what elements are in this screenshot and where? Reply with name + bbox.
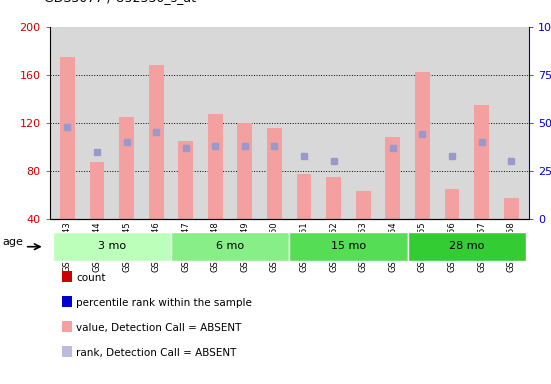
Text: age: age [2, 237, 23, 247]
Text: 3 mo: 3 mo [98, 241, 126, 251]
Bar [89, 162, 104, 219]
Bar [62, 271, 72, 282]
Bar [119, 117, 134, 219]
Text: 6 mo: 6 mo [216, 241, 244, 251]
Bar [60, 57, 75, 219]
Bar [52, 232, 171, 262]
Bar [208, 114, 223, 219]
Bar [149, 65, 164, 219]
Text: value, Detection Call = ABSENT: value, Detection Call = ABSENT [76, 323, 241, 333]
Bar [171, 232, 289, 262]
Bar [237, 123, 252, 219]
Bar [474, 105, 489, 219]
Bar [179, 141, 193, 219]
Bar [415, 73, 430, 219]
Text: percentile rank within the sample: percentile rank within the sample [76, 298, 252, 308]
Bar [445, 189, 460, 219]
Text: rank, Detection Call = ABSENT: rank, Detection Call = ABSENT [76, 348, 236, 358]
Bar [386, 137, 400, 219]
Bar [267, 127, 282, 219]
Bar [62, 296, 72, 306]
Text: count: count [76, 273, 106, 283]
Bar [62, 321, 72, 331]
Bar [408, 232, 526, 262]
Bar [356, 191, 371, 219]
Bar [289, 232, 408, 262]
Bar [296, 174, 311, 219]
Text: 28 mo: 28 mo [449, 241, 484, 251]
Bar [326, 177, 341, 219]
Text: GDS3077 / U52530_s_at: GDS3077 / U52530_s_at [44, 0, 196, 4]
Text: 15 mo: 15 mo [331, 241, 366, 251]
Bar [504, 199, 518, 219]
Bar [62, 346, 72, 356]
